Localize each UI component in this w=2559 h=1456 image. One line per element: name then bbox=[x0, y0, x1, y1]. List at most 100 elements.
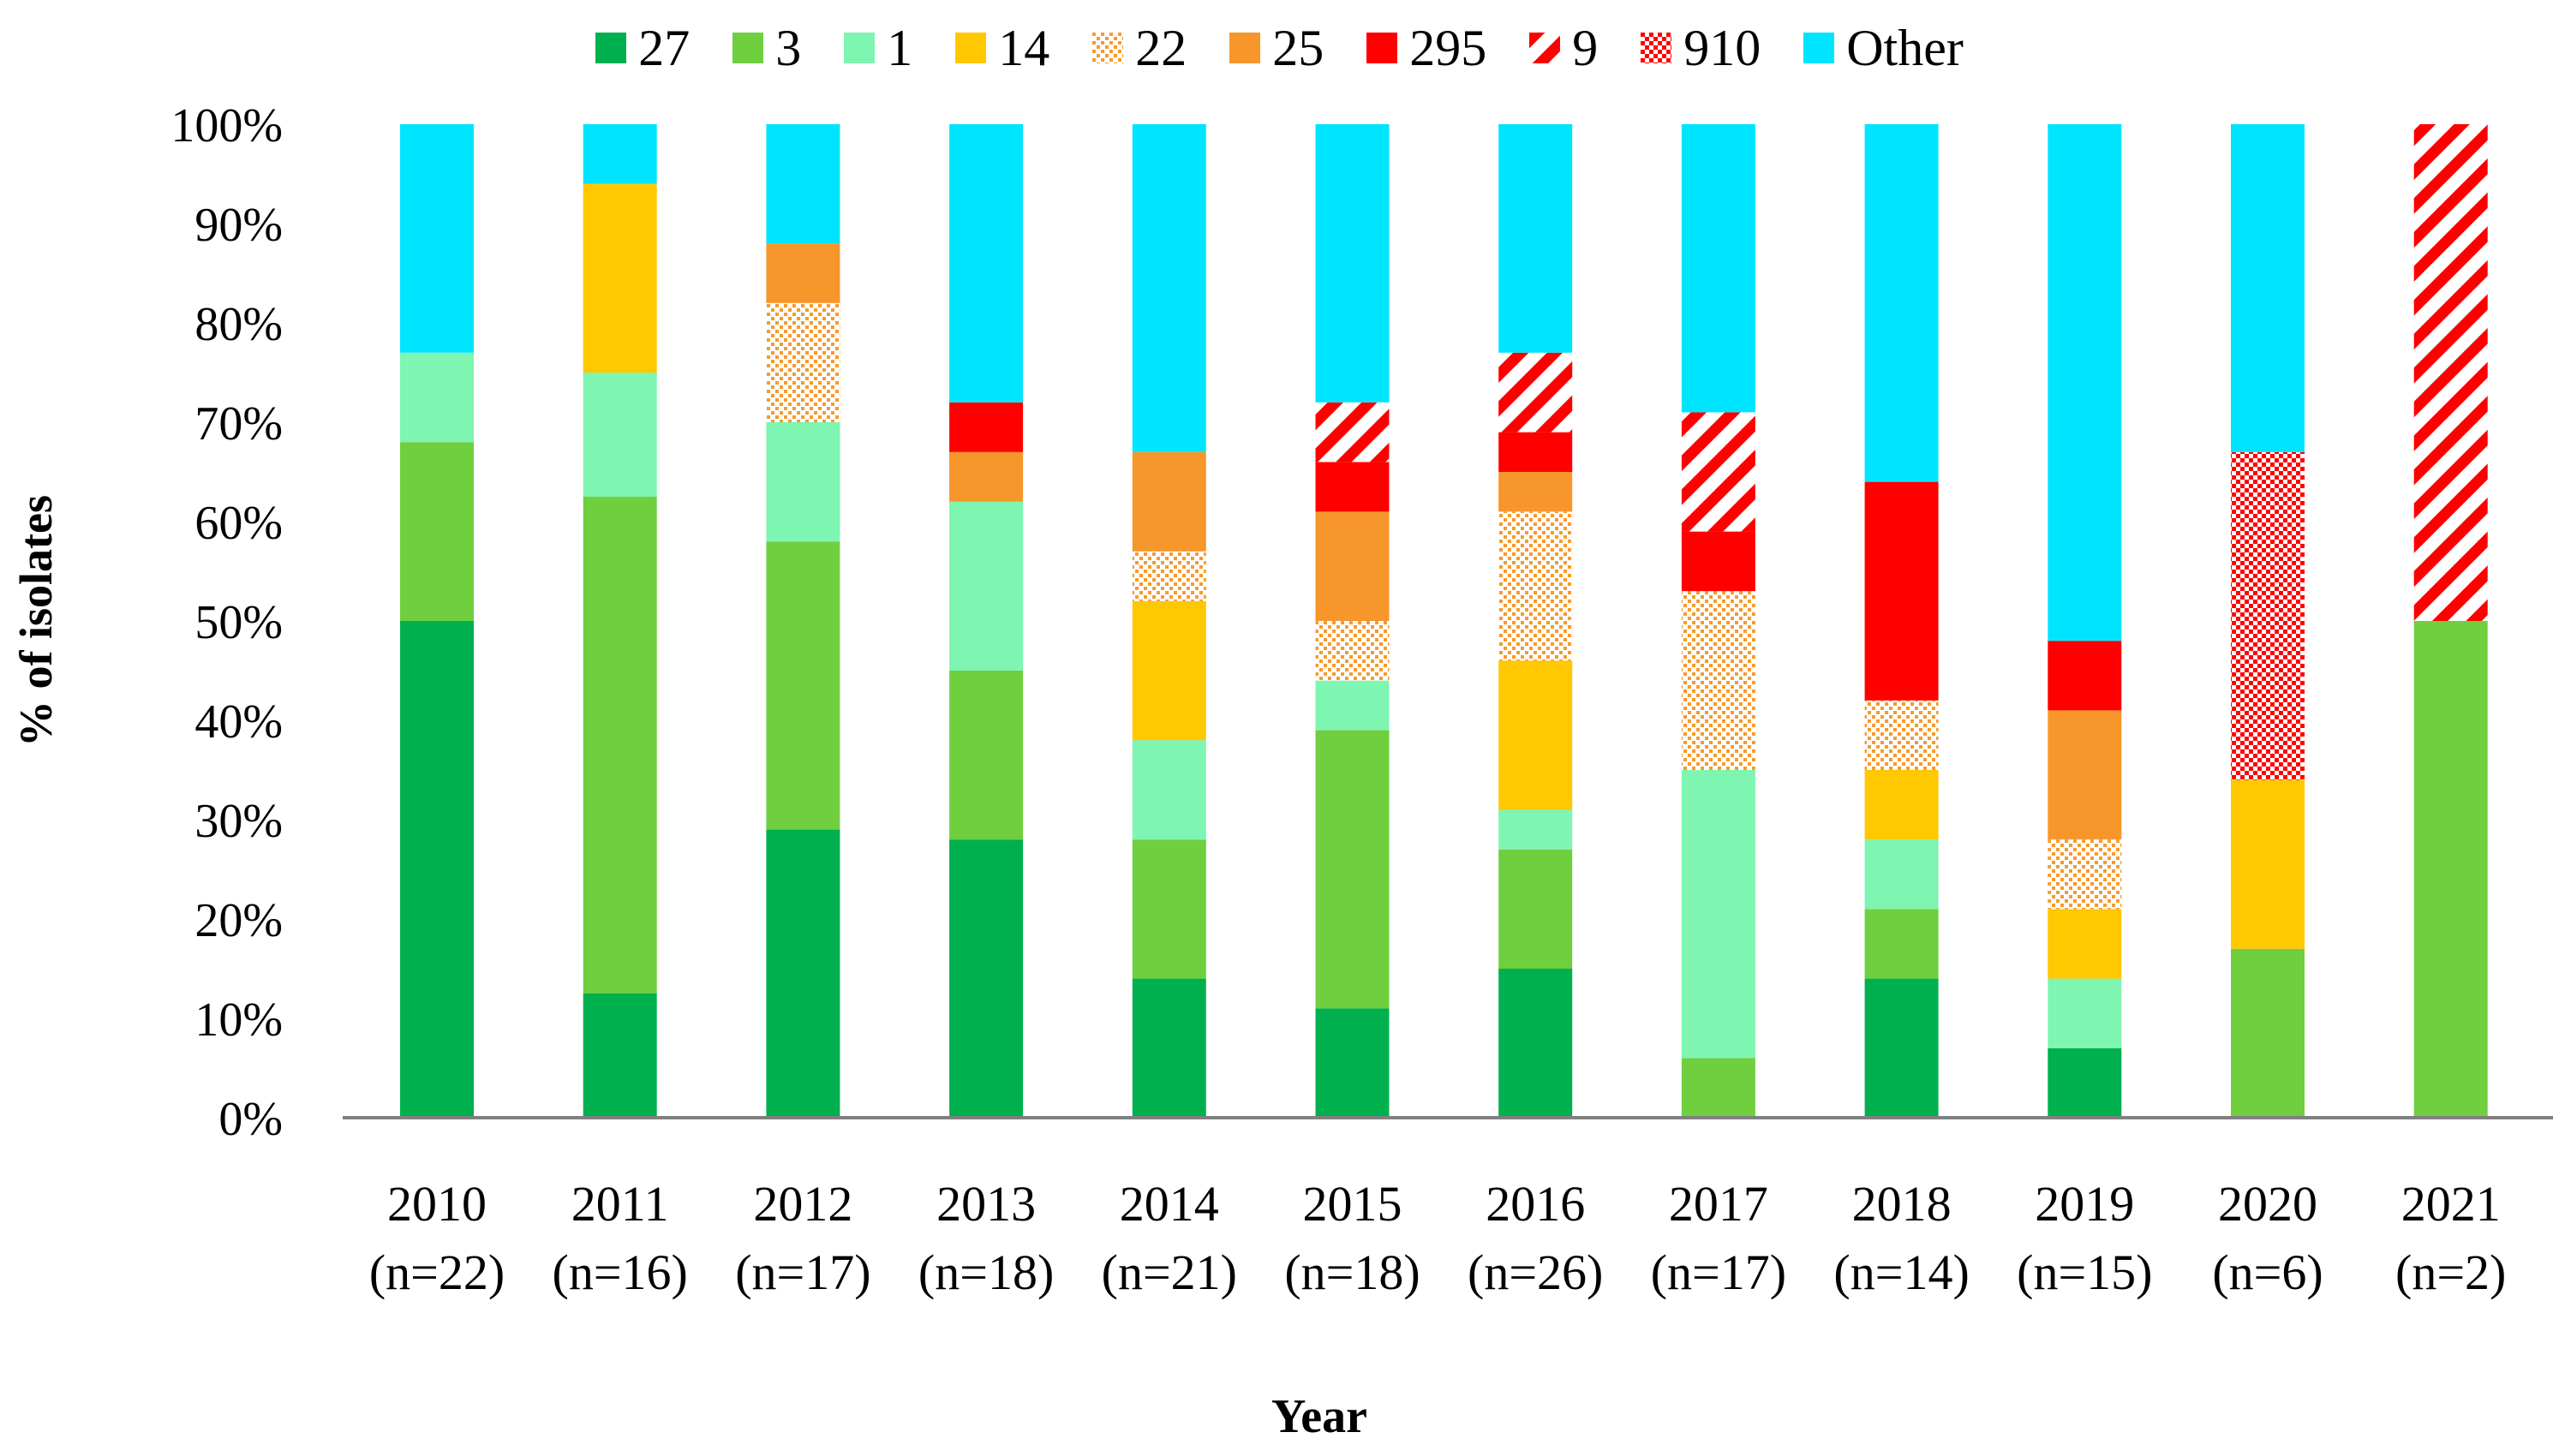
x-tick-note: (n=2) bbox=[2395, 1244, 2506, 1300]
x-axis-ticks: 2010 (n=22) 2011 (n=16) 2012 (n=17) 2013 (n=18)… bbox=[369, 1176, 2507, 1300]
x-tick-label: 2013 bbox=[936, 1176, 1036, 1232]
bar-segment-27-2015 bbox=[1315, 1008, 1390, 1118]
legend-swatch bbox=[1803, 33, 1835, 63]
x-axis-label: Year bbox=[1271, 1390, 1367, 1443]
bar-segment-14-2016 bbox=[1498, 660, 1573, 810]
x-tick-note: (n=18) bbox=[918, 1244, 1054, 1300]
bar-segment-14-2019 bbox=[2048, 909, 2122, 979]
x-tick-note: (n=22) bbox=[369, 1244, 505, 1300]
bar-segment-14-2014 bbox=[1132, 600, 1206, 741]
bar-segment-27-2016 bbox=[1498, 969, 1573, 1118]
x-tick-label: 2012 bbox=[753, 1176, 852, 1232]
x-tick-label: 2011 bbox=[571, 1176, 669, 1232]
y-tick-label: 10% bbox=[194, 994, 283, 1047]
bar-segment-3-2018 bbox=[1864, 909, 1939, 979]
bar-segment-other-2015 bbox=[1315, 124, 1390, 403]
bar-segment-27-2013 bbox=[949, 839, 1024, 1118]
x-tick-note: (n=17) bbox=[1651, 1244, 1786, 1300]
bar-segment-1-2011 bbox=[583, 373, 657, 497]
y-tick-label: 50% bbox=[194, 596, 283, 649]
y-tick-label: 70% bbox=[194, 397, 283, 451]
bar-segment-25-2012 bbox=[766, 243, 840, 303]
legend-swatch bbox=[595, 33, 627, 63]
bar-segment-295-2015 bbox=[1315, 462, 1390, 512]
bar-segment-1-2010 bbox=[400, 352, 474, 443]
bar-segment-14-2018 bbox=[1864, 770, 1939, 840]
bar-segment-22-2016 bbox=[1498, 511, 1573, 661]
bar-segment-27-2010 bbox=[400, 621, 474, 1118]
legend-swatch bbox=[1092, 33, 1124, 63]
y-axis-ticks: 0% 10% 20% 30% 40% 50% 60% 70% 80% 90% 100% bbox=[170, 99, 283, 1146]
legend-item-other: Other bbox=[1803, 19, 1964, 78]
legend-item-295: 295 bbox=[1366, 19, 1486, 78]
bar-segment-1-2013 bbox=[949, 501, 1024, 671]
y-tick-label: 80% bbox=[194, 298, 283, 351]
bar-segment-other-2014 bbox=[1132, 124, 1206, 452]
y-axis-label: % of isolates bbox=[10, 495, 62, 747]
bar-segment-25-2016 bbox=[1498, 472, 1573, 512]
bar-segment-other-2012 bbox=[766, 124, 840, 244]
y-tick-label: 30% bbox=[194, 795, 283, 848]
legend-label: 295 bbox=[1409, 19, 1487, 76]
legend-item-1: 1 bbox=[844, 19, 912, 78]
bar-segment-3-2020 bbox=[2231, 948, 2305, 1118]
bars bbox=[400, 124, 2488, 1118]
bar-segment-9-2015 bbox=[1315, 402, 1390, 462]
x-tick-note: (n=17) bbox=[735, 1244, 870, 1300]
legend-swatch bbox=[955, 33, 987, 63]
legend-label: 22 bbox=[1135, 19, 1187, 76]
x-tick-label: 2018 bbox=[1852, 1176, 1952, 1232]
bar-segment-22-2014 bbox=[1132, 551, 1206, 601]
bar-segment-1-2019 bbox=[2048, 978, 2122, 1048]
bar-segment-25-2014 bbox=[1132, 451, 1206, 552]
bar-segment-22-2015 bbox=[1315, 621, 1390, 681]
x-tick-note: (n=14) bbox=[1833, 1244, 1969, 1300]
bar-segment-27-2018 bbox=[1864, 978, 1939, 1118]
bar-segment-3-2014 bbox=[1132, 839, 1206, 979]
bar-segment-22-2019 bbox=[2048, 839, 2122, 910]
bar-segment-1-2015 bbox=[1315, 680, 1390, 731]
x-tick-note: (n=15) bbox=[2017, 1244, 2152, 1300]
legend-label: 9 bbox=[1572, 19, 1599, 76]
x-tick-note: (n=6) bbox=[2212, 1244, 2323, 1300]
bar-segment-3-2012 bbox=[766, 541, 840, 830]
bar-segment-1-2012 bbox=[766, 422, 840, 542]
bar-segment-295-2019 bbox=[2048, 641, 2122, 711]
bar-segment-3-2021 bbox=[2413, 621, 2488, 1118]
bar-segment-14-2020 bbox=[2231, 779, 2305, 949]
legend-swatch bbox=[1529, 33, 1561, 63]
bar-segment-22-2017 bbox=[1681, 591, 1755, 770]
bar-segment-910-2020 bbox=[2231, 451, 2305, 780]
bar-segment-1-2017 bbox=[1681, 770, 1755, 1059]
bar-segment-other-2010 bbox=[400, 124, 474, 353]
bar-segment-1-2018 bbox=[1864, 839, 1939, 910]
legend-swatch bbox=[732, 33, 764, 63]
legend-label: 27 bbox=[638, 19, 691, 76]
bar-segment-25-2019 bbox=[2048, 710, 2122, 840]
y-tick-label: 40% bbox=[194, 695, 283, 749]
legend-label: 1 bbox=[887, 19, 913, 76]
chart-legend: 27 3 1 14 22 25 295 9 910 Other bbox=[0, 14, 2559, 82]
bar-segment-3-2013 bbox=[949, 671, 1024, 840]
legend-label: Other bbox=[1846, 19, 1964, 76]
bar-segment-25-2015 bbox=[1315, 511, 1390, 621]
legend-swatch bbox=[1229, 33, 1261, 63]
bar-segment-other-2017 bbox=[1681, 124, 1755, 413]
bar-segment-3-2010 bbox=[400, 442, 474, 621]
bar-segment-27-2011 bbox=[583, 994, 657, 1118]
legend-label: 14 bbox=[998, 19, 1050, 76]
x-tick-label: 2021 bbox=[2401, 1176, 2501, 1232]
bar-segment-27-2019 bbox=[2048, 1047, 2122, 1118]
y-tick-label: 100% bbox=[170, 99, 283, 152]
x-tick-note: (n=21) bbox=[1102, 1244, 1237, 1300]
bar-segment-3-2015 bbox=[1315, 730, 1390, 1009]
bar-segment-9-2021 bbox=[2413, 124, 2488, 621]
x-tick-label: 2010 bbox=[387, 1176, 487, 1232]
legend-label: 25 bbox=[1272, 19, 1324, 76]
bar-segment-other-2016 bbox=[1498, 124, 1573, 353]
legend-label: 3 bbox=[775, 19, 802, 76]
x-tick-label: 2016 bbox=[1486, 1176, 1585, 1232]
bar-segment-9-2016 bbox=[1498, 352, 1573, 433]
x-tick-note: (n=16) bbox=[553, 1244, 688, 1300]
